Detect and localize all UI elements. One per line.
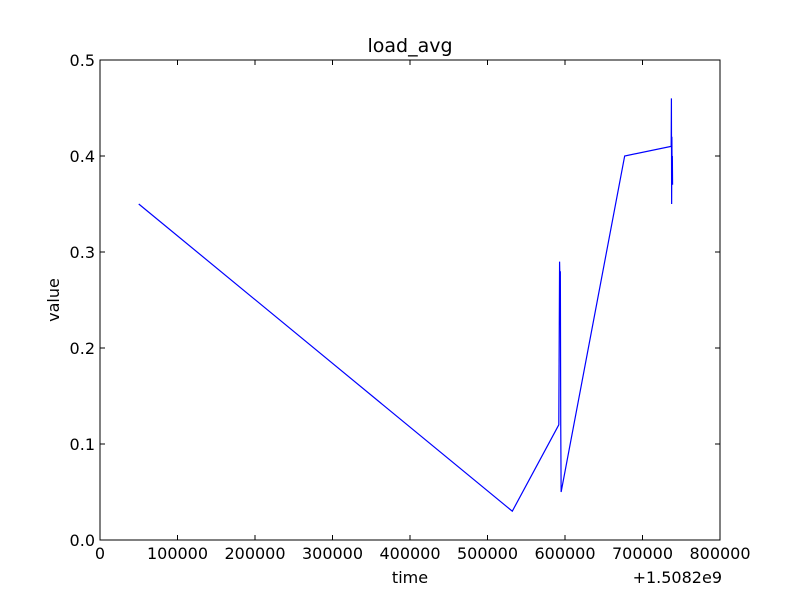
y-tick-label: 0.5 bbox=[70, 51, 95, 70]
x-axis-offset-label: +1.5082e9 bbox=[633, 568, 722, 587]
x-tick-label: 0 bbox=[95, 544, 105, 563]
x-tick-label: 600000 bbox=[534, 544, 595, 563]
plot-area bbox=[100, 60, 720, 540]
y-tick-label: 0.3 bbox=[70, 243, 95, 262]
y-tick-label: 0.0 bbox=[70, 531, 95, 550]
y-axis-label: value bbox=[44, 278, 63, 322]
ticks-layer: 0 100000 200000 300000 400000 500000 600000 700… bbox=[70, 51, 751, 563]
x-tick-label: 300000 bbox=[302, 544, 363, 563]
chart-title: load_avg bbox=[367, 35, 452, 57]
x-tick-label: 100000 bbox=[147, 544, 208, 563]
x-axis-label: time bbox=[392, 568, 428, 587]
y-tick-label: 0.2 bbox=[70, 339, 95, 358]
y-tick-label: 0.1 bbox=[70, 435, 95, 454]
x-tick-label: 500000 bbox=[457, 544, 518, 563]
x-tick-label: 800000 bbox=[689, 544, 750, 563]
x-tick-label: 400000 bbox=[379, 544, 440, 563]
y-tick-label: 0.4 bbox=[70, 147, 95, 166]
x-tick-label: 200000 bbox=[224, 544, 285, 563]
x-tick-label: 700000 bbox=[612, 544, 673, 563]
series-layer bbox=[138, 98, 674, 513]
series-line-0 bbox=[138, 98, 674, 513]
